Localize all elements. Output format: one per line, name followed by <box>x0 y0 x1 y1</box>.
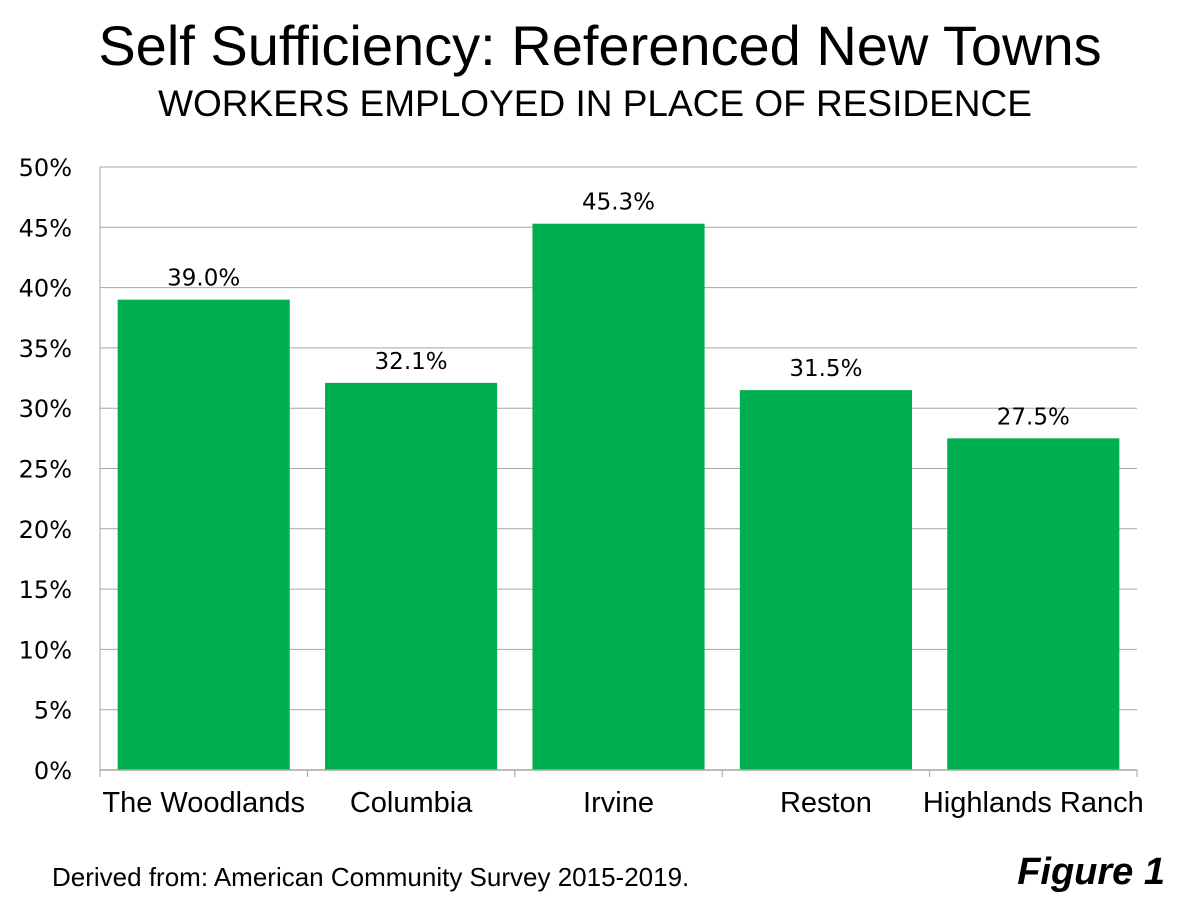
data-label: 31.5% <box>789 356 862 382</box>
bar <box>532 223 705 770</box>
data-label: 32.1% <box>375 349 448 375</box>
data-label: 39.0% <box>167 266 240 292</box>
x-tick-label: Irvine <box>583 787 654 819</box>
bar <box>325 382 498 770</box>
bar <box>739 390 912 770</box>
x-tick-label: Reston <box>780 787 872 819</box>
y-tick-label: 40% <box>19 275 72 303</box>
data-label: 45.3% <box>582 190 655 216</box>
y-tick-label: 25% <box>19 456 72 484</box>
y-tick-label: 15% <box>19 576 72 604</box>
x-tick-label: The Woodlands <box>102 787 305 819</box>
x-axis <box>99 167 1138 777</box>
x-axis-category-labels: The Woodlands Columbia Irvine Reston Highlan… <box>102 787 1143 819</box>
bars <box>117 223 1120 770</box>
bar <box>117 299 290 770</box>
chart-title: Self Sufficiency: Referenced New Towns <box>98 14 1102 77</box>
bar <box>947 438 1120 770</box>
data-labels: 39.0% 32.1% 45.3% 31.5% 27.5% <box>167 190 1070 431</box>
x-tick-label: Columbia <box>350 787 473 819</box>
y-tick-label: 45% <box>19 214 72 242</box>
y-tick-label: 10% <box>19 636 72 664</box>
y-tick-label: 20% <box>19 516 72 544</box>
data-label: 27.5% <box>997 404 1070 430</box>
y-axis-tick-labels: 0% 5% 10% 15% 20% 25% 30% 35% 40% 45% 50% <box>19 154 72 785</box>
y-tick-label: 30% <box>19 395 72 423</box>
y-tick-label: 35% <box>19 335 72 363</box>
figure-label: Figure 1 <box>1017 851 1165 893</box>
source-note: Derived from: American Community Survey … <box>52 862 690 892</box>
x-tick-label: Highlands Ranch <box>923 787 1144 819</box>
y-tick-label: 50% <box>19 154 72 182</box>
chart-subtitle: WORKERS EMPLOYED IN PLACE OF RESIDENCE <box>158 83 1032 124</box>
y-tick-label: 5% <box>34 697 72 725</box>
y-tick-label: 0% <box>34 757 72 785</box>
